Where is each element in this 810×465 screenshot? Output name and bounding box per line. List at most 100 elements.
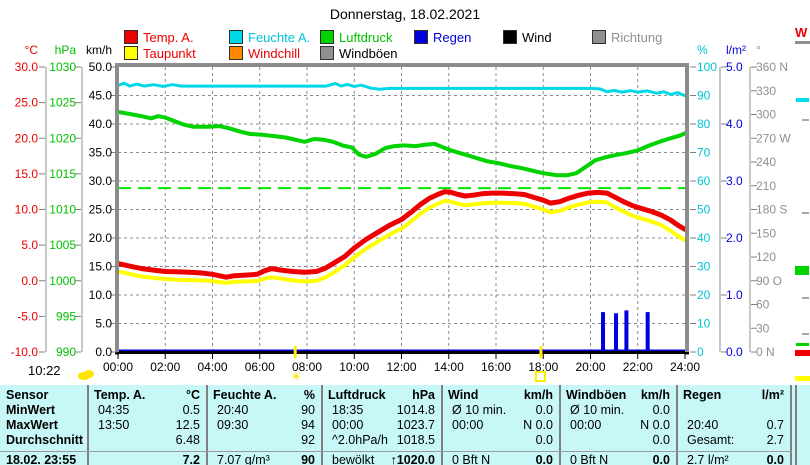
table-row-label: MaxWert bbox=[6, 418, 58, 432]
table-cell-value: N 0.0 bbox=[640, 418, 670, 432]
table-cell-value: 90 bbox=[301, 403, 315, 417]
axis-label: l/m² bbox=[726, 43, 746, 57]
dewpoint-current-marker bbox=[795, 376, 810, 381]
table-cell-value: 0.5 bbox=[182, 403, 200, 417]
table-column-border bbox=[441, 385, 443, 465]
axis-label: 360 N bbox=[756, 60, 788, 74]
table-cell: 92 bbox=[207, 433, 322, 448]
legend-color-swatch bbox=[124, 30, 138, 44]
table-column-regen: Regen l/m² 20:40 0.7 Gesamt: 2.7 2.7 l/m² 0.0 bbox=[677, 385, 791, 465]
legend-color-swatch bbox=[592, 30, 606, 44]
axis-label: 5.0 bbox=[726, 60, 743, 74]
table-cell-value: 2.7 bbox=[766, 433, 784, 447]
pressure-trace-end bbox=[796, 343, 809, 346]
table-cell-value: N 0.0 bbox=[523, 418, 553, 432]
axis-label: 1025 bbox=[49, 96, 76, 110]
legend-color-swatch bbox=[503, 30, 517, 44]
table-cell: 00:00 N 0.0 bbox=[442, 418, 560, 433]
axis-label: 45.0 bbox=[89, 89, 113, 103]
legend-item-windchill: Windchill bbox=[229, 46, 300, 61]
legend-label: Feuchte A. bbox=[248, 30, 311, 45]
legend-item-regen: Regen bbox=[414, 30, 471, 45]
legend-item-temp-a-: Temp. A. bbox=[124, 30, 194, 45]
sunset-square-icon bbox=[534, 371, 546, 382]
axis-label: 120 bbox=[756, 250, 776, 264]
legend-item-windb-en: Windböen bbox=[320, 46, 398, 61]
axis-label: 15.0 bbox=[15, 167, 39, 181]
axis-label: 25.0 bbox=[89, 203, 113, 217]
table-cell-value: 0.0 bbox=[535, 433, 553, 447]
table-cell: MaxWert bbox=[0, 418, 88, 433]
axis-label: 330 bbox=[756, 84, 776, 98]
sun-cloud-icon bbox=[76, 367, 96, 385]
table-cell-value: 1023.7 bbox=[396, 418, 435, 432]
table-cell-time: 00:00 bbox=[570, 418, 602, 432]
legend-label: Luftdruck bbox=[339, 30, 393, 45]
axis-label: 1015 bbox=[49, 167, 76, 181]
legend-color-swatch bbox=[320, 46, 334, 60]
footer-time-label: 10:22 bbox=[28, 363, 61, 378]
legend-label: Windböen bbox=[339, 46, 398, 61]
series-temp-a- bbox=[115, 189, 688, 280]
axis-label: 12:00 bbox=[386, 360, 416, 374]
table-cell-time: 13:50 bbox=[98, 418, 130, 432]
series-luftdruck bbox=[116, 109, 687, 178]
table-header-cell: Sensor bbox=[6, 388, 49, 402]
table-cell: 04:35 0.5 bbox=[88, 403, 207, 418]
table-cell-value: 1018.5 bbox=[396, 433, 435, 447]
table-cell: bewölkt ↑1020.0 bbox=[322, 453, 442, 465]
temp-current-marker bbox=[795, 350, 810, 356]
table-cell: 0 Bft N 0.0 bbox=[560, 453, 677, 465]
table-cell: 13:50 12.5 bbox=[88, 418, 207, 433]
table-column-feuchte-a-: Feuchte A.% 20:40 90 09:30 94 92 7.07 g/m³ 90 bbox=[207, 385, 322, 465]
table-column-sensor: Sensor MinWert MaxWert Durchschnitt 18.02. 2… bbox=[0, 385, 88, 465]
table-column-border bbox=[790, 385, 792, 465]
legend-color-swatch bbox=[229, 30, 243, 44]
sunrise-tick bbox=[293, 346, 297, 358]
table-cell-value: 0.0 bbox=[652, 433, 670, 447]
table-cell-value: 0.0 bbox=[652, 403, 670, 417]
rain-bar bbox=[645, 312, 650, 352]
axis-label: 14:00 bbox=[434, 360, 464, 374]
axis-label: 10.0 bbox=[15, 203, 39, 217]
table-cell-time: bewölkt bbox=[332, 453, 375, 465]
axis-label: 15.0 bbox=[89, 260, 113, 274]
table-header-cell: Wind km/h bbox=[448, 388, 553, 402]
table-cell: Durchschnitt bbox=[0, 433, 88, 448]
axis-label: 10.0 bbox=[89, 288, 113, 302]
table-cell-value: 7.2 bbox=[182, 453, 200, 465]
table-cell: 6.48 bbox=[88, 433, 207, 448]
axis-label: 20:00 bbox=[575, 360, 605, 374]
series-feuchte-a- bbox=[116, 81, 687, 97]
axis-label: 20.0 bbox=[89, 231, 113, 245]
axis-label: 5.0 bbox=[21, 238, 38, 252]
rain-bar bbox=[614, 313, 619, 352]
axis-label: 2.0 bbox=[726, 231, 743, 245]
axis-label: °C bbox=[25, 43, 39, 57]
table-cell-time: 04:35 bbox=[98, 403, 130, 417]
legend-label: Richtung bbox=[611, 30, 663, 45]
table-column-border bbox=[795, 385, 797, 465]
axis-label: 08:00 bbox=[292, 360, 322, 374]
legend-color-swatch bbox=[320, 30, 334, 44]
table-column-border bbox=[321, 385, 323, 465]
rain-bar bbox=[601, 312, 606, 352]
axis-label: ° bbox=[756, 43, 761, 57]
axis-label: 1020 bbox=[49, 131, 76, 145]
axis-label: 60 bbox=[756, 298, 770, 312]
plot-frame-top bbox=[115, 63, 689, 67]
legend-color-swatch bbox=[229, 46, 243, 60]
axis-label: 00:00 bbox=[103, 360, 133, 374]
axis-label: 0 N bbox=[756, 345, 775, 359]
table-column-border bbox=[559, 385, 561, 465]
axis-label: 06:00 bbox=[245, 360, 275, 374]
axis-tick bbox=[802, 333, 809, 335]
axis-label: 30.0 bbox=[89, 174, 113, 188]
table-cell-value: 0.0 bbox=[535, 453, 553, 465]
table-cell-time: Ø 10 min. bbox=[452, 403, 507, 417]
table-header-cell: Regen l/m² bbox=[683, 388, 784, 402]
axis-label: 10:00 bbox=[339, 360, 369, 374]
table-cell: 2.7 l/m² 0.0 bbox=[677, 453, 791, 465]
table-header-cell: Luftdruck hPa bbox=[328, 388, 435, 402]
axis-label: 0.0 bbox=[21, 274, 38, 288]
